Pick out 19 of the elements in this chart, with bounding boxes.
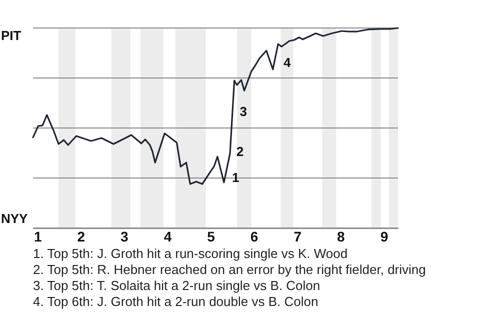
text: 4. Top 6th: J. Groth hit a 2-run double vs B. Colon xyxy=(33,294,320,310)
text: 3. Top 5th: T. Solaita hit a 2-run single vs B. Colon xyxy=(33,278,322,294)
x-tick-label: 7 xyxy=(294,228,302,244)
x-tick-label: 9 xyxy=(380,228,388,244)
annotation: 2 xyxy=(236,144,244,159)
ref-line-label: PIT xyxy=(1,28,22,43)
text: 2. Top 5th: R. Hebner reached on an error by the right fielder, driving xyxy=(33,262,427,278)
annotation: 1 xyxy=(232,170,240,185)
x-tick-label: 5 xyxy=(207,228,216,244)
annotation: 4 xyxy=(284,55,292,70)
text: 1. Top 5th: J. Groth hit a run-scoring single vs K. Wood xyxy=(33,246,349,262)
annotation: 3 xyxy=(240,104,248,119)
x-tick-label: 2 xyxy=(77,228,86,244)
x-tick-label: 1 xyxy=(34,228,42,244)
x-tick-label: 6 xyxy=(250,228,258,244)
ref-line-label: NYY xyxy=(1,211,28,226)
x-tick-label: 3 xyxy=(120,228,129,244)
x-tick-label: 8 xyxy=(337,228,346,244)
x-tick-label: 4 xyxy=(164,228,172,244)
